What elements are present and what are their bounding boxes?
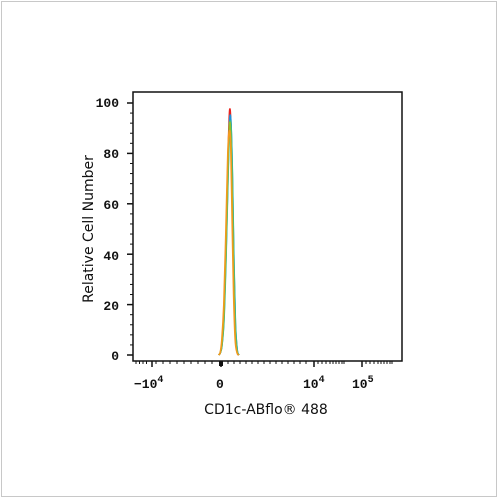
x-tick-label-0: 0 [216, 377, 224, 392]
y-tick-label-0: 0 [111, 349, 119, 364]
x-minor-ticks [135, 361, 393, 364]
y-axis-title: Relative Cell Number [81, 155, 97, 303]
plot-area [132, 91, 403, 362]
y-tick-label-40: 40 [103, 249, 119, 264]
x-tick-label-10-5: 105 [352, 375, 374, 392]
y-tick-label-80: 80 [103, 147, 119, 162]
y-tick-label-20: 20 [103, 299, 119, 314]
zero-marker [219, 361, 223, 366]
histogram-series-5 [217, 129, 240, 356]
x-tick-label-10-4: 104 [303, 375, 325, 392]
y-major-ticks [127, 102, 133, 356]
y-tick-label-100: 100 [96, 96, 120, 111]
x-tick-label-neg10-4: −104 [134, 375, 163, 392]
y-tick-label-60: 60 [103, 198, 119, 213]
x-axis-title: CD1c-ABflo® 488 [204, 402, 328, 418]
histogram-series [217, 108, 240, 356]
y-minor-ticks [130, 112, 133, 346]
x-major-ticks [151, 361, 363, 367]
